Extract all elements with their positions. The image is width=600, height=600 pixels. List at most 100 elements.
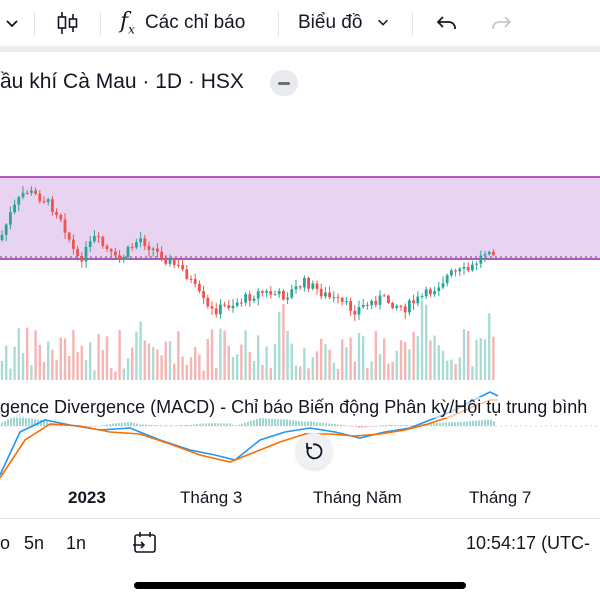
time-axis-label: 2023 (68, 488, 106, 507)
macd-histogram-bar (463, 421, 465, 426)
macd-histogram-bar (388, 425, 390, 426)
volume-bar (286, 330, 289, 380)
candle-body (340, 297, 344, 302)
macd-histogram-bar (286, 419, 288, 426)
calendar-range-icon[interactable] (132, 531, 158, 560)
undo-icon[interactable] (436, 0, 458, 46)
volume-bar (227, 345, 230, 380)
volume-bar (105, 336, 109, 380)
candle-body (181, 264, 184, 270)
candle-body (290, 289, 294, 298)
volume-bar (110, 368, 113, 380)
macd-histogram-bar (91, 426, 93, 427)
macd-indicator-label[interactable]: gence Divergence (MACD) - Chỉ báo Biến đ… (0, 397, 588, 418)
clock-timezone[interactable]: 10:54:17 (UTC- (466, 533, 591, 553)
range-button[interactable]: o (0, 533, 11, 553)
volume-bar (425, 304, 428, 380)
macd-histogram-bar (220, 423, 222, 426)
resistance-zone[interactable] (0, 177, 600, 259)
macd-histogram-bar (268, 418, 270, 426)
volume-bar (223, 330, 226, 380)
macd-histogram-bar (316, 422, 318, 426)
candlestick-icon[interactable] (56, 0, 80, 46)
volume-bar (462, 329, 466, 380)
macd-histogram-bar (433, 423, 435, 426)
volume-bar (437, 345, 440, 380)
macd-histogram-bar (493, 421, 495, 426)
macd-histogram-bar (337, 424, 339, 426)
candle-body (231, 305, 235, 309)
redo-icon[interactable] (490, 0, 512, 46)
macd-histogram-bar (313, 421, 315, 426)
candle-body (303, 277, 306, 288)
candle-body (277, 290, 281, 295)
macd-histogram-bar (22, 416, 24, 426)
symbol-title[interactable]: ầu khí Cà Mau · 1D · HSX (0, 70, 244, 93)
candle-body (109, 249, 113, 252)
candle-body (13, 204, 16, 213)
macd-histogram-bar (226, 423, 228, 426)
range-5-years-button[interactable]: 5n (24, 533, 45, 553)
macd-histogram-bar (235, 425, 237, 427)
volume-bar (303, 348, 306, 380)
macd-histogram-bar (154, 425, 156, 426)
volume-bar (282, 304, 285, 380)
candle-body (235, 302, 239, 306)
range-1-year-button[interactable]: 1n (66, 533, 87, 553)
volume-bar (152, 347, 155, 380)
volume-bar (362, 336, 365, 380)
macd-histogram-bar (1, 422, 3, 426)
volume-bar (0, 361, 4, 380)
candle-body (223, 304, 226, 306)
macd-histogram-bar (157, 425, 159, 426)
volume-bar (80, 345, 83, 380)
macd-histogram-bar (304, 421, 306, 426)
volume-bar (412, 331, 415, 380)
reset-chart-button[interactable] (296, 433, 332, 469)
macd-histogram-bar (385, 425, 387, 426)
volume-bar (269, 367, 272, 380)
volume-bar (244, 330, 247, 380)
candles (0, 186, 495, 322)
volume-bar (72, 329, 75, 380)
candle-body (30, 190, 33, 193)
candle-body (240, 302, 243, 304)
candle-body (273, 294, 277, 296)
volume-bar (194, 347, 197, 380)
macd-histogram-bar (256, 418, 258, 426)
macd-histogram-bar (298, 421, 300, 426)
candle-body (471, 264, 474, 271)
macd-histogram-bar (193, 424, 195, 426)
volume-bar (278, 311, 281, 380)
volume-bar (131, 347, 134, 380)
volume-bar (387, 363, 390, 380)
collapse-legend-button[interactable] (270, 70, 298, 96)
candle-body (336, 297, 340, 299)
chevron-down-icon (376, 15, 390, 32)
candle-body (252, 298, 256, 301)
volume-bar (433, 335, 436, 380)
chart-type-button[interactable]: Biểu đồ (298, 0, 390, 46)
candle-body (55, 211, 58, 215)
candle-body (206, 298, 210, 307)
volume-bar (185, 364, 188, 380)
chevron-down-icon[interactable] (4, 0, 20, 46)
macd-histogram-bar (43, 420, 45, 426)
macd-histogram-bar (460, 421, 462, 426)
volume-bar (324, 344, 327, 380)
candle-body (487, 251, 491, 255)
volume-bar (441, 350, 445, 380)
candle-body (412, 300, 415, 304)
candle-body (139, 238, 142, 243)
macd-histogram-bar (244, 422, 246, 426)
candle-body (46, 199, 50, 203)
volume-bar (189, 357, 193, 380)
candle-body (349, 301, 352, 311)
macd-histogram-bar (370, 426, 372, 427)
macd-histogram-bar (349, 426, 351, 427)
candle-body (202, 291, 205, 299)
candle-body (345, 301, 348, 303)
volume-bar (173, 363, 176, 380)
indicators-button[interactable]: fx Các chỉ báo (120, 0, 245, 46)
